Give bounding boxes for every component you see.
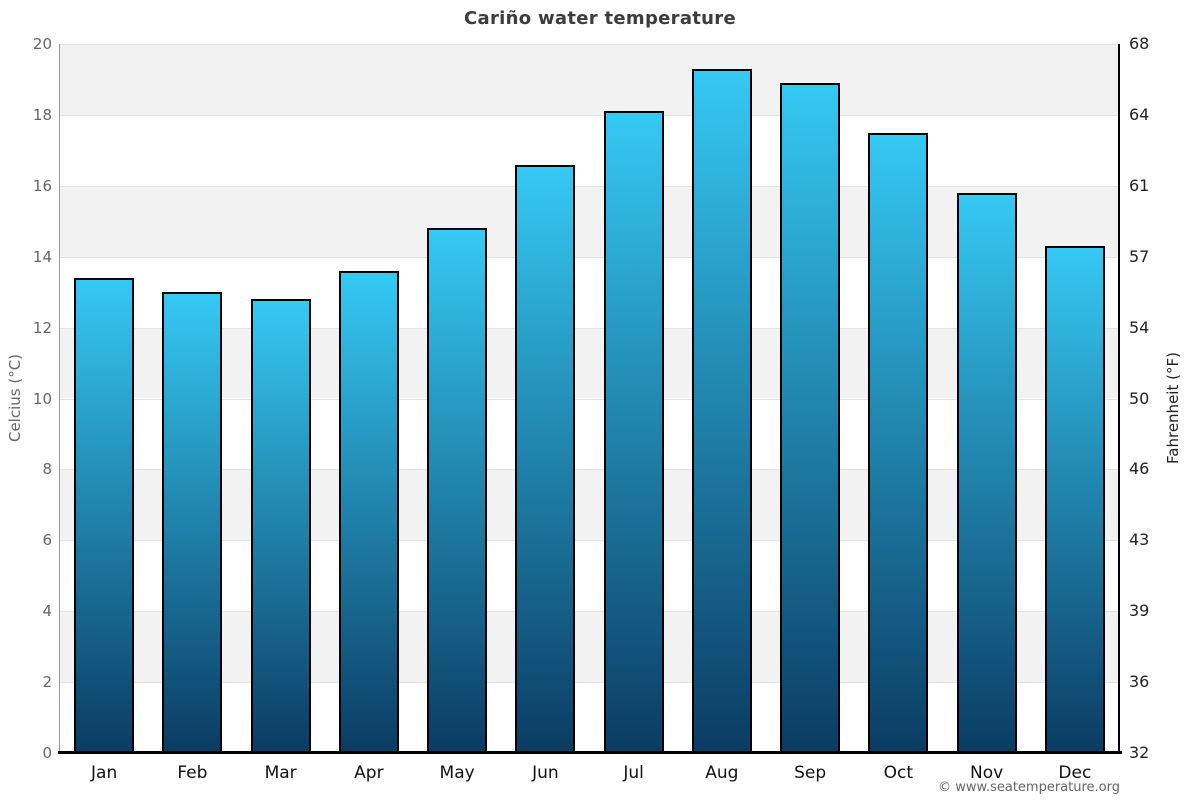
bar-jan[interactable] <box>74 277 135 753</box>
left-tick-label: 4 <box>42 602 52 621</box>
month-label-apr: Apr <box>354 763 384 783</box>
gridline <box>60 682 1119 684</box>
bar-mar[interactable] <box>250 299 311 753</box>
left-tick-label: 20 <box>32 35 52 53</box>
month-label-dec: Dec <box>1058 763 1092 783</box>
bar-nov[interactable] <box>956 192 1017 753</box>
month-label-may: May <box>439 763 475 783</box>
plot-band <box>60 44 1119 115</box>
gridline <box>60 469 1119 471</box>
month-label-sep: Sep <box>794 763 827 783</box>
month-label-aug: Aug <box>705 763 739 783</box>
left-tick-label: 2 <box>42 673 52 692</box>
left-axis-line <box>59 44 60 753</box>
right-tick-label: 46 <box>1129 459 1150 479</box>
right-tick-label: 64 <box>1129 104 1150 124</box>
gridline <box>60 44 1119 45</box>
month-label-jun: Jun <box>532 763 559 783</box>
left-tick-label: 10 <box>32 389 52 408</box>
plot-area <box>60 44 1119 753</box>
month-label-feb: Feb <box>177 763 208 783</box>
bar-jul[interactable] <box>603 111 664 753</box>
bar-dec[interactable] <box>1044 246 1105 753</box>
right-tick-label: 43 <box>1129 530 1150 550</box>
bar-may[interactable] <box>427 228 488 753</box>
bar-jun[interactable] <box>515 164 576 753</box>
right-tick-label: 32 <box>1129 743 1150 762</box>
right-tick-label: 61 <box>1129 175 1150 195</box>
left-tick-label: 18 <box>32 105 52 124</box>
gridline <box>60 327 1119 329</box>
watermark-link[interactable]: © www.seatemperature.org <box>938 780 1120 795</box>
bar-sep[interactable] <box>780 82 841 753</box>
month-label-jul: Jul <box>623 763 644 783</box>
bar-apr[interactable] <box>338 270 399 753</box>
gridline <box>60 185 1119 187</box>
month-label-mar: Mar <box>264 763 297 783</box>
x-axis-line <box>58 751 1122 754</box>
right-tick-label: 57 <box>1129 246 1150 266</box>
plot-band <box>60 327 1119 399</box>
gridline <box>60 398 1119 400</box>
left-axis-title: Celcius (°C) <box>6 353 24 443</box>
right-tick-label: 39 <box>1129 601 1150 621</box>
bar-oct[interactable] <box>868 132 929 753</box>
left-tick-label: 6 <box>42 531 52 550</box>
left-tick-label: 8 <box>42 460 52 479</box>
plot-band <box>60 469 1119 541</box>
right-tick-label: 68 <box>1129 34 1150 53</box>
month-label-jan: Jan <box>91 763 118 783</box>
gridline <box>60 114 1119 116</box>
right-axis-line <box>1118 44 1120 753</box>
right-tick-label: 50 <box>1129 388 1150 408</box>
month-label-oct: Oct <box>883 763 914 783</box>
left-tick-label: 0 <box>42 744 52 762</box>
bar-aug[interactable] <box>691 68 752 753</box>
right-axis-title: Fahrenheit (°F) <box>1164 352 1182 464</box>
plot-band <box>60 611 1119 683</box>
left-tick-label: 12 <box>32 318 52 337</box>
left-tick-label: 16 <box>32 176 52 195</box>
chart-title: Cariño water temperature <box>464 8 736 29</box>
gridline <box>60 256 1119 258</box>
bar-feb[interactable] <box>162 292 223 753</box>
month-label-nov: Nov <box>970 763 1004 783</box>
right-tick-label: 36 <box>1129 672 1150 692</box>
plot-band <box>60 185 1119 257</box>
right-tick-label: 54 <box>1129 317 1150 337</box>
gridline <box>60 540 1119 542</box>
gridline <box>60 611 1119 613</box>
left-tick-label: 14 <box>32 247 52 266</box>
